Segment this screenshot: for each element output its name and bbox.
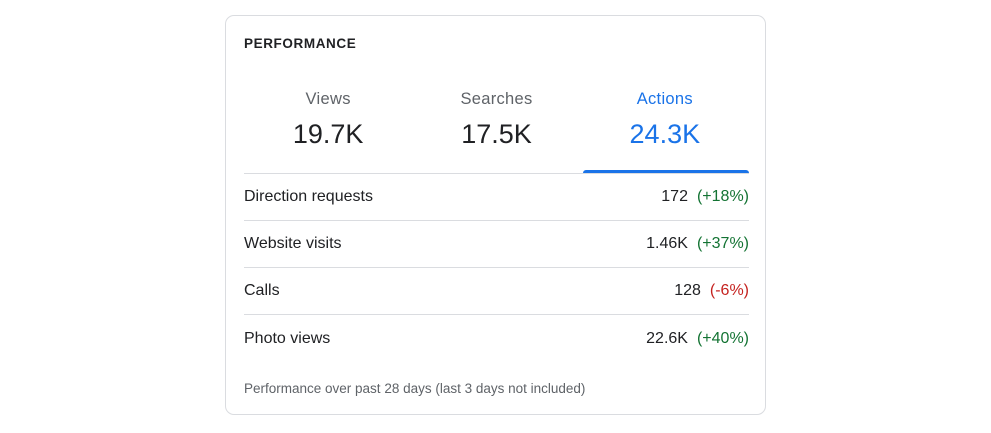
- row-metric: 22.6K (+40%): [646, 330, 749, 348]
- row-metric: 128 (-6%): [674, 282, 749, 300]
- row-change: (+18%): [696, 188, 749, 205]
- tabs-divider: [244, 173, 749, 174]
- metric-tabs: Views 19.7K Searches 17.5K Actions 24.3K: [244, 88, 749, 174]
- row-change: (+37%): [696, 235, 749, 252]
- row-value: 172: [661, 188, 688, 205]
- row-change: (-6%): [709, 282, 749, 299]
- performance-card: PERFORMANCE Views 19.7K Searches 17.5K A…: [225, 15, 766, 415]
- row-photo-views: Photo views 22.6K (+40%): [244, 315, 749, 363]
- row-value: 128: [674, 282, 701, 299]
- row-website-visits: Website visits 1.46K (+37%): [244, 221, 749, 268]
- row-label: Calls: [244, 282, 280, 299]
- row-change: (+40%): [696, 330, 749, 347]
- row-calls: Calls 128 (-6%): [244, 268, 749, 315]
- row-direction-requests: Direction requests 172 (+18%): [244, 174, 749, 221]
- tab-value: 17.5K: [461, 119, 532, 149]
- row-value: 1.46K: [646, 235, 688, 252]
- row-label: Website visits: [244, 235, 342, 252]
- footer-note: Performance over past 28 days (last 3 da…: [244, 381, 586, 396]
- row-value: 22.6K: [646, 330, 688, 347]
- row-label: Direction requests: [244, 188, 373, 205]
- tab-actions[interactable]: Actions 24.3K: [581, 88, 749, 174]
- row-metric: 172 (+18%): [661, 188, 749, 206]
- tab-searches[interactable]: Searches 17.5K: [412, 88, 580, 173]
- card-title: PERFORMANCE: [244, 36, 357, 51]
- actions-breakdown-list: Direction requests 172 (+18%) Website vis…: [244, 174, 749, 363]
- tab-views[interactable]: Views 19.7K: [244, 88, 412, 173]
- row-metric: 1.46K (+37%): [646, 235, 749, 253]
- tab-label: Views: [305, 90, 351, 108]
- tab-value: 19.7K: [292, 119, 364, 149]
- tab-value: 24.3K: [629, 119, 701, 149]
- row-label: Photo views: [244, 330, 331, 347]
- active-tab-indicator: [582, 170, 749, 174]
- tab-label: Actions: [636, 90, 693, 108]
- tab-label: Searches: [460, 90, 533, 108]
